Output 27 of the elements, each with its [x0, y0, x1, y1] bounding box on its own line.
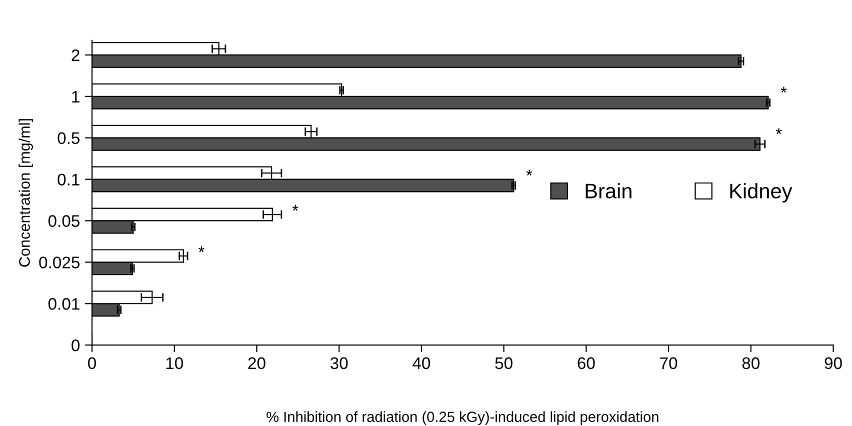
y-tick-label: 0.1	[58, 174, 80, 186]
legend-label: Kidney	[730, 183, 792, 203]
annotation: *	[526, 170, 532, 176]
y-tick-label: 1	[72, 90, 80, 102]
x-tick-label: 70	[660, 357, 678, 370]
x-tick-label: 80	[742, 357, 760, 370]
x-tick-label: 90	[824, 357, 842, 370]
y-axis-title: Concentration [mg/ml]	[18, 119, 33, 267]
y-tick-label: 2	[72, 49, 80, 62]
y-tick-label: 0.01	[48, 298, 80, 310]
x-tick-label: 40	[412, 357, 430, 370]
legend-label: Brain	[586, 183, 632, 198]
x-tick-label: 50	[495, 357, 512, 370]
x-tick-label: 60	[578, 357, 595, 370]
y-tick-label: 0.5	[58, 132, 80, 144]
annotation: *	[776, 128, 782, 134]
y-tick-label: 0	[72, 339, 80, 352]
x-tick-label: 10	[166, 357, 183, 370]
x-tick-label: 30	[330, 357, 348, 370]
annotation: *	[780, 86, 787, 93]
annotation: *	[198, 246, 204, 252]
x-tick-label: 0	[88, 357, 96, 370]
annotation: *	[292, 204, 298, 211]
x-tick-label: 20	[248, 357, 266, 370]
y-tick-label: 0.05	[48, 215, 80, 227]
x-axis-title: % Inhibition of radiation (0.25 kGy)-induced lipid peroxidation	[266, 411, 658, 425]
y-tick-label: 0.025	[39, 256, 80, 268]
